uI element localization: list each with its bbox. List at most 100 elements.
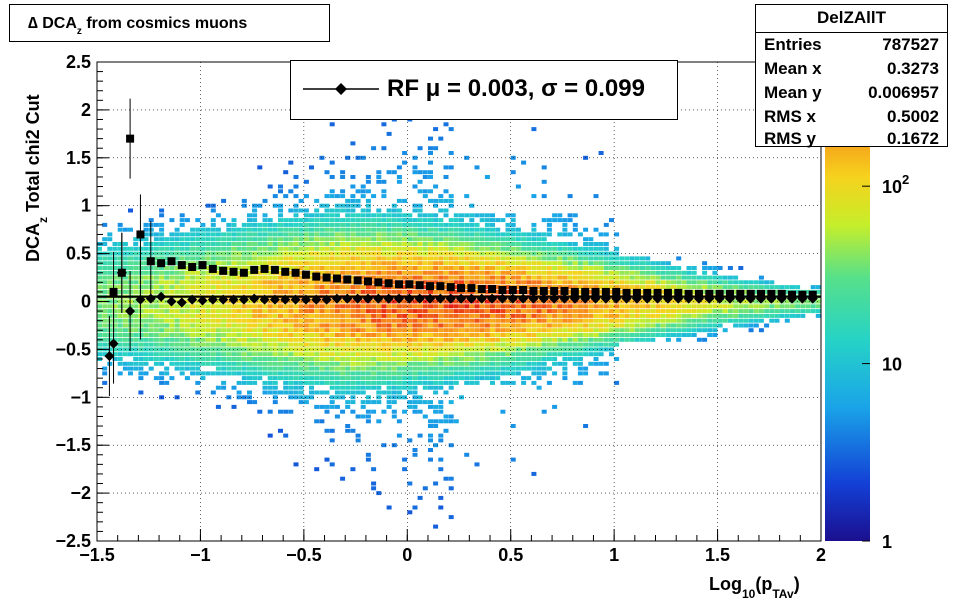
heatmap-cell-120 — [117, 289, 123, 294]
heatmap-cell-4144 — [779, 304, 785, 309]
heatmap-cell-2233 — [402, 261, 408, 266]
heatmap-cell-587 — [195, 246, 201, 251]
heatmap-cell-1407 — [309, 275, 314, 280]
heatmap-cell-2939 — [484, 213, 490, 218]
heatmap-cell-2070 — [386, 376, 392, 381]
heatmap-cell-2582 — [438, 227, 444, 232]
heatmap-cell-825 — [231, 222, 237, 227]
heatmap-cell-1039 — [262, 256, 268, 261]
diamond-marker-33 — [435, 293, 446, 304]
heatmap-cell-818 — [231, 256, 237, 261]
heatmap-cell-394 — [164, 275, 170, 280]
heatmap-cell-3543 — [583, 275, 589, 280]
heatmap-cell-999 — [257, 270, 263, 275]
heatmap-cell-2870 — [474, 165, 480, 170]
heatmap-cell-1319 — [298, 309, 304, 314]
heatmap-cell-2735 — [459, 323, 464, 328]
heatmap-cell-1676 — [340, 246, 346, 251]
heatmap-cell-2304 — [412, 361, 418, 366]
heatmap-cell-3292 — [541, 313, 547, 318]
heatmap-cell-4095 — [753, 323, 759, 328]
heatmap-cell-2752 — [459, 242, 464, 246]
heatmap-cell-3653 — [603, 275, 609, 280]
heatmap-cell-2598 — [443, 361, 449, 366]
heatmap-cell-3308 — [541, 237, 547, 242]
heatmap-cell-414 — [169, 313, 175, 318]
heatmap-cell-2808 — [469, 328, 475, 333]
heatmap-cell-4182 — [810, 309, 816, 314]
heatmap-cell-953 — [252, 309, 258, 314]
heatmap-cell-3010 — [500, 409, 506, 414]
heatmap-cell-2458 — [428, 313, 433, 318]
heatmap-cell-3760 — [629, 270, 635, 275]
heatmap-cell-2558 — [438, 342, 444, 347]
heatmap-cell-2303 — [412, 366, 418, 371]
heatmap-cell-1993 — [376, 313, 382, 318]
heatmap-cell-3663 — [609, 352, 614, 357]
heatmap-cell-3771 — [634, 304, 640, 309]
heatmap-cell-3212 — [531, 380, 537, 385]
heatmap-cell-3382 — [557, 323, 563, 328]
heatmap-cell-766 — [226, 342, 232, 347]
heatmap-cell-2477 — [428, 222, 433, 227]
diamond-marker-1 — [108, 338, 119, 349]
heatmap-cell-319 — [153, 313, 159, 318]
heatmap-cell-2618 — [443, 266, 449, 270]
heatmap-cell-1688 — [340, 170, 346, 175]
heatmap-cell-4084 — [748, 328, 754, 333]
heatmap-cell-2218 — [402, 333, 408, 337]
heatmap-cell-2286 — [407, 227, 413, 232]
heatmap-cell-2593 — [443, 390, 449, 395]
heatmap-cell-1094 — [272, 380, 278, 385]
heatmap-cell-1971 — [371, 194, 377, 199]
heatmap-cell-3240 — [531, 242, 537, 246]
heatmap-cell-72 — [107, 266, 113, 270]
heatmap-cell-2078 — [386, 337, 392, 342]
heatmap-cell-2043 — [381, 280, 387, 285]
heatmap-cell-208 — [133, 270, 139, 275]
heatmap-cell-2173 — [396, 328, 402, 333]
heatmap-cell-282 — [148, 342, 154, 347]
diamond-marker-28 — [383, 293, 394, 304]
heatmap-cell-1947 — [371, 323, 377, 328]
heatmap-cell-2838 — [474, 366, 480, 371]
heatmap-cell-2503 — [433, 352, 439, 357]
heatmap-cell-3992 — [707, 318, 713, 323]
heatmap-cell-1415 — [309, 237, 314, 242]
heatmap-cell-1355 — [303, 323, 309, 328]
heatmap-cell-1390 — [309, 357, 314, 361]
heatmap-cell-1410 — [309, 261, 314, 266]
heatmap-cell-3467 — [572, 357, 578, 361]
heatmap-cell-1441 — [314, 309, 320, 314]
heatmap-cell-471 — [179, 337, 185, 342]
heatmap-cell-1450 — [314, 266, 320, 270]
heatmap-cell-3807 — [645, 304, 651, 309]
heatmap-cell-4081 — [743, 289, 749, 294]
heatmap-cell-219 — [138, 366, 144, 371]
heatmap-cell-3307 — [541, 242, 547, 246]
heatmap-cell-585 — [195, 256, 201, 261]
heatmap-cell-1368 — [303, 261, 309, 266]
heatmap-cell-2508 — [433, 328, 439, 333]
heatmap-cell-2037 — [381, 309, 387, 314]
heatmap-cell-2291 — [412, 505, 418, 510]
heatmap-cell-3587 — [593, 328, 599, 333]
heatmap-cell-2128 — [391, 323, 397, 328]
heatmap-cell-3279 — [541, 409, 547, 414]
heatmap-cell-795 — [231, 366, 237, 371]
heatmap-cell-3504 — [577, 333, 583, 337]
heatmap-cell-1725 — [345, 237, 351, 242]
heatmap-cell-4163 — [790, 285, 795, 290]
heatmap-cell-278 — [148, 366, 154, 371]
heatmap-cell-784 — [226, 256, 232, 261]
heatmap-cell-2434 — [422, 170, 428, 175]
heatmap-cell-1568 — [329, 328, 335, 333]
heatmap-cell-4013 — [712, 285, 718, 290]
heatmap-cell-101 — [112, 251, 118, 256]
heatmap-cell-4003 — [712, 333, 718, 337]
heatmap-cell-3316 — [546, 357, 552, 361]
heatmap-cell-3035 — [500, 261, 506, 266]
heatmap-cell-3628 — [598, 266, 604, 270]
heatmap-cell-138 — [122, 337, 128, 342]
heatmap-cell-3556 — [588, 347, 594, 352]
